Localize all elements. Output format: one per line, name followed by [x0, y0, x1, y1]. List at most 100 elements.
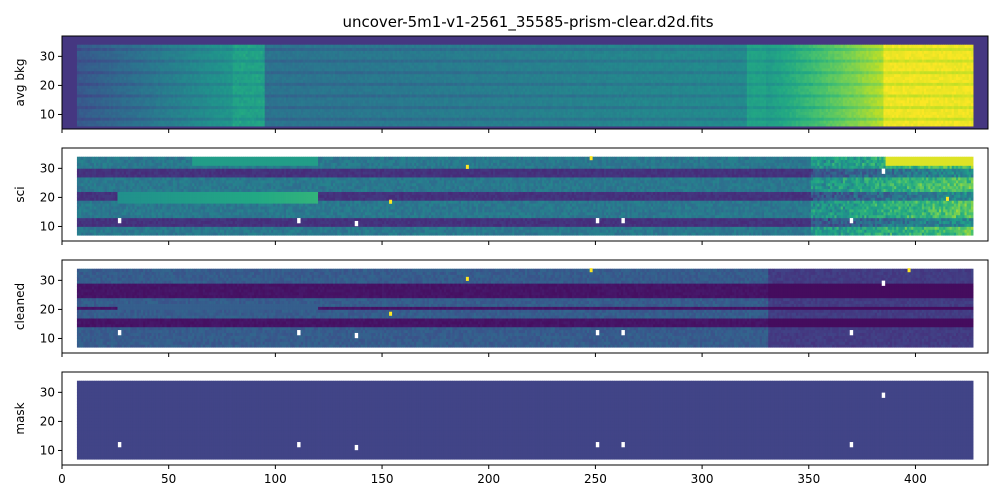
avg-bkg-cell: [81, 65, 84, 69]
avg-bkg-cell: [298, 62, 302, 66]
avg-bkg-cell: [318, 67, 321, 72]
avg-bkg-cell: [384, 111, 387, 115]
avg-bkg-cell: [91, 111, 95, 115]
avg-bkg-cell: [268, 114, 272, 118]
avg-bkg-cell: [151, 111, 155, 115]
avg-bkg-cell: [403, 50, 406, 54]
avg-bkg-cell: [262, 50, 266, 54]
avg-bkg-cell: [360, 108, 364, 112]
avg-bkg-cell: [367, 114, 370, 118]
avg-bkg-cell: [320, 88, 323, 92]
avg-bkg-cell: [160, 117, 163, 121]
avg-bkg-cell: [164, 120, 167, 124]
avg-bkg-cell: [350, 94, 353, 98]
avg-bkg-cell: [96, 82, 99, 86]
avg-bkg-cell: [111, 65, 114, 69]
avg-bkg-cell: [155, 76, 159, 80]
avg-bkg-cell: [347, 73, 351, 78]
avg-bkg-cell: [369, 97, 372, 101]
avg-bkg-cell: [350, 76, 353, 80]
avg-bkg-cell: [102, 108, 106, 112]
avg-bkg-cell: [172, 97, 176, 101]
avg-bkg-cell: [140, 123, 144, 127]
avg-bkg-cell: [262, 47, 266, 51]
avg-bkg-cell: [300, 111, 304, 115]
avg-bkg-cell: [226, 114, 229, 118]
avg-bkg-cell: [164, 88, 167, 92]
avg-bkg-cell: [371, 62, 374, 66]
avg-bkg-cell: [426, 117, 430, 121]
avg-bkg-cell: [315, 102, 319, 107]
avg-bkg-cell: [394, 111, 398, 115]
avg-bkg-cell: [328, 62, 332, 66]
avg-bkg-cell: [170, 117, 174, 121]
avg-bkg-cell: [405, 114, 409, 118]
avg-bkg-cell: [226, 91, 229, 95]
avg-bkg-cell: [164, 108, 167, 112]
avg-bkg-cell: [136, 44, 140, 49]
avg-bkg-cell: [104, 105, 108, 110]
avg-bkg-cell: [435, 94, 438, 98]
avg-bkg-cell: [219, 108, 223, 112]
avg-bkg-cell: [126, 117, 129, 121]
avg-bkg-cell: [409, 91, 413, 95]
avg-bkg-cell: [132, 97, 135, 101]
avg-bkg-cell: [362, 120, 366, 124]
avg-bkg-cell: [175, 108, 178, 112]
avg-bkg-cell: [352, 94, 355, 98]
avg-bkg-cell: [243, 88, 246, 92]
avg-bkg-cell: [418, 59, 421, 63]
avg-bkg-cell: [258, 99, 261, 104]
avg-bkg-cell: [226, 94, 229, 98]
avg-bkg-cell: [332, 67, 336, 72]
avg-bkg-cell: [128, 82, 131, 86]
avg-bkg-cell: [309, 59, 313, 63]
avg-bkg-cell: [266, 65, 270, 69]
avg-bkg-cell: [177, 99, 180, 104]
avg-bkg-cell: [232, 120, 236, 124]
avg-bkg-cell: [275, 79, 278, 83]
avg-bkg-cell: [236, 44, 240, 49]
avg-bkg-cell: [226, 59, 229, 63]
avg-bkg-cell: [226, 67, 229, 72]
avg-bkg-cell: [399, 111, 402, 115]
avg-bkg-cell: [172, 47, 176, 51]
avg-bkg-cell: [401, 70, 404, 75]
avg-bkg-cell: [396, 111, 400, 115]
avg-bkg-cell: [81, 56, 84, 60]
avg-bkg-cell: [198, 123, 202, 127]
avg-bkg-cell: [183, 102, 187, 107]
avg-bkg-cell: [456, 111, 460, 115]
avg-bkg-cell: [113, 114, 116, 118]
avg-bkg-cell: [113, 82, 116, 86]
avg-bkg-cell: [254, 53, 257, 57]
avg-bkg-cell: [228, 91, 231, 95]
avg-bkg-cell: [140, 102, 144, 107]
avg-bkg-cell: [318, 56, 321, 60]
avg-bkg-cell: [358, 105, 362, 110]
avg-bkg-cell: [96, 73, 99, 78]
avg-bkg-cell: [281, 82, 285, 86]
avg-bkg-cell: [356, 73, 359, 78]
avg-bkg-cell: [134, 70, 138, 75]
avg-bkg-cell: [243, 73, 246, 78]
avg-bkg-cell: [358, 88, 362, 92]
avg-bkg-cell: [339, 79, 342, 83]
avg-bkg-cell: [424, 91, 428, 95]
avg-bkg-cell: [313, 105, 317, 110]
avg-bkg-cell: [113, 62, 116, 66]
avg-bkg-cell: [198, 53, 202, 57]
avg-bkg-cell: [96, 108, 99, 112]
avg-bkg-cell: [296, 114, 300, 118]
avg-bkg-cell: [228, 120, 231, 124]
avg-bkg-cell: [168, 65, 172, 69]
avg-bkg-cell: [113, 97, 116, 101]
avg-bkg-cell: [83, 79, 86, 83]
avg-bkg-cell: [392, 73, 396, 78]
avg-bkg-cell: [153, 47, 157, 51]
avg-bkg-cell: [288, 67, 291, 72]
avg-bkg-cell: [328, 88, 332, 92]
avg-bkg-cell: [219, 111, 223, 115]
avg-bkg-cell: [251, 70, 255, 75]
avg-bkg-cell: [79, 102, 82, 107]
